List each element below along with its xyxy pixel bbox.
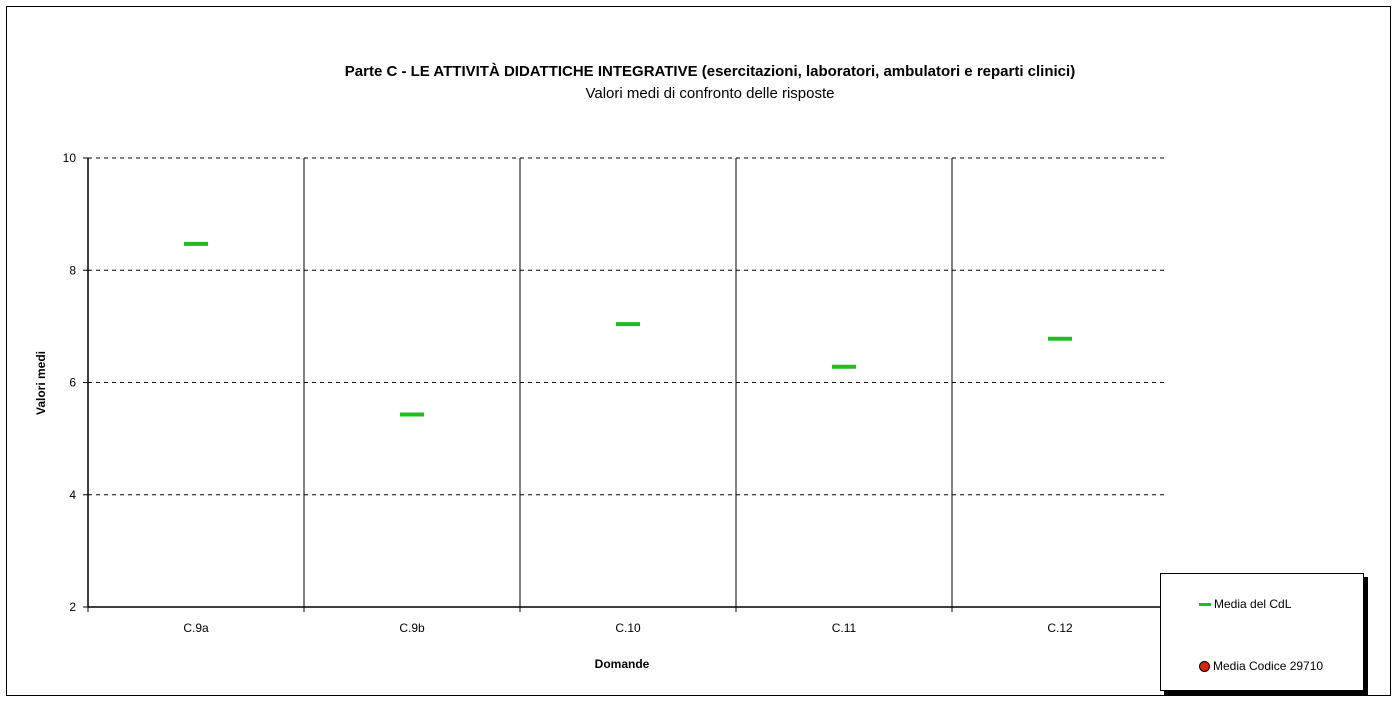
legend-item-media-cdl: Media del CdL bbox=[1199, 597, 1291, 611]
chart-subtitle: Valori medi di confronto delle risposte bbox=[585, 85, 834, 102]
x-tick-label: C.12 bbox=[1047, 621, 1073, 635]
y-tick-labels: 10 8 6 4 2 bbox=[63, 151, 77, 614]
axis-layer bbox=[83, 157, 1169, 612]
x-tick-label: C.9b bbox=[399, 621, 425, 635]
y-tick-label: 2 bbox=[69, 600, 76, 614]
chart-title: Parte C - LE ATTIVITÀ DIDATTICHE INTEGRA… bbox=[345, 63, 1075, 80]
legend: Media del CdL Media Codice 29710 bbox=[1160, 573, 1364, 691]
x-tick-label: C.9a bbox=[183, 621, 209, 635]
x-tick-label: C.10 bbox=[615, 621, 641, 635]
x-axis-label: Domande bbox=[595, 657, 650, 671]
grid-layer bbox=[88, 157, 1168, 607]
data-markers bbox=[184, 241, 1072, 417]
y-tick-label: 10 bbox=[63, 151, 77, 165]
legend-label-media-cdl: Media del CdL bbox=[1214, 597, 1292, 611]
x-tick-labels: C.9a C.9b C.10 C.11 C.12 bbox=[183, 621, 1073, 635]
x-tick-label: C.11 bbox=[832, 621, 857, 635]
legend-item-media-codice: Media Codice 29710 bbox=[1199, 659, 1323, 673]
legend-label-media-codice: Media Codice 29710 bbox=[1213, 659, 1324, 673]
y-tick-label: 6 bbox=[69, 376, 76, 390]
y-tick-label: 4 bbox=[69, 488, 76, 502]
legend-dash-icon bbox=[1199, 602, 1211, 606]
legend-circle-icon bbox=[1199, 660, 1210, 672]
y-axis-label: Valori medi bbox=[34, 351, 48, 415]
y-tick-label: 8 bbox=[69, 263, 76, 277]
